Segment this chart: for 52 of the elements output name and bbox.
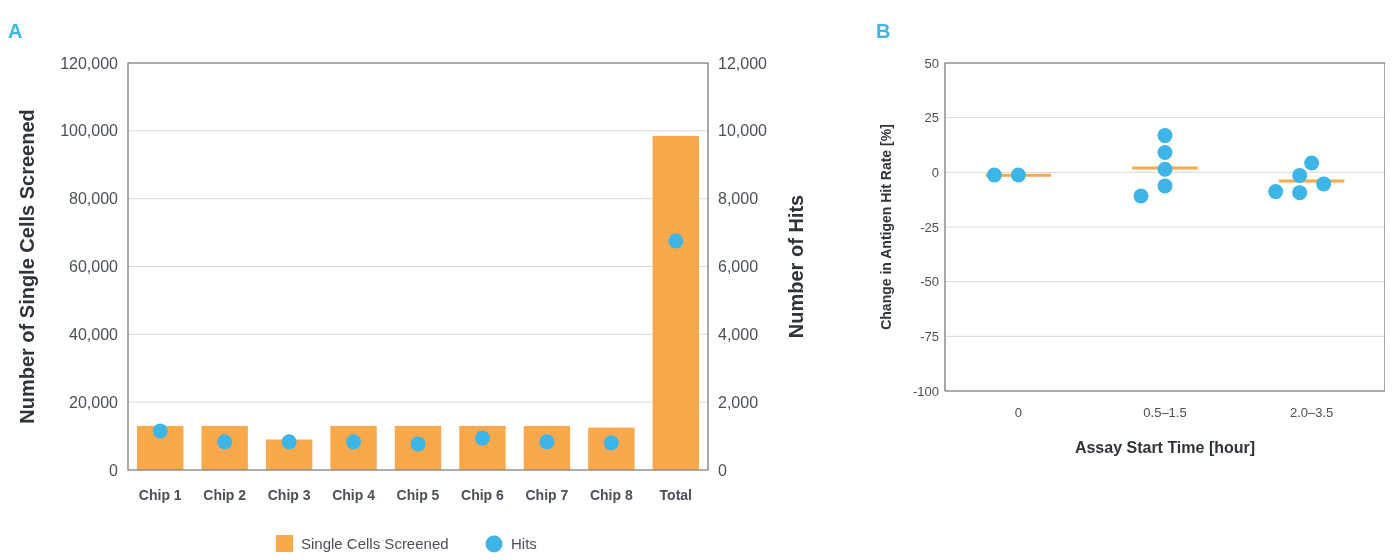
bar [523, 425, 571, 470]
x-tick-label: Chip 6 [461, 487, 505, 503]
x-tick-label: 0.5–1.5 [1143, 405, 1187, 420]
y-tick-label: -100 [912, 383, 939, 399]
x-tick-label: Chip 5 [396, 487, 440, 503]
y2-tick-label: 12,000 [718, 54, 768, 72]
bar [459, 425, 506, 470]
y-tick-label: -25 [920, 219, 939, 235]
y-tick-label: -50 [920, 274, 939, 290]
y-tick-label: 120,000 [60, 54, 119, 72]
x-tick-label: 0 [1014, 405, 1022, 420]
x-tick-label: Chip 7 [525, 487, 569, 503]
y2-tick-label: 6,000 [718, 258, 759, 276]
y-tick-label: 50 [924, 55, 939, 71]
bar [330, 425, 377, 470]
y-tick-label: 25 [924, 110, 939, 126]
y-tick-label: 100,000 [60, 122, 119, 140]
y-tick-label: 40,000 [69, 325, 119, 343]
y-tick-label: 0 [931, 164, 939, 180]
chart-title: B [876, 20, 891, 42]
y-tick-label: 60,000 [69, 258, 119, 276]
x-axis-title: Assay Start Time [hour] [1074, 439, 1256, 456]
x-tick-label: Chip 4 [332, 487, 376, 503]
y-axis-title: Change in Antigen Hit Rate [%] [878, 124, 894, 330]
x-tick-label: Chip 1 [138, 487, 182, 503]
y-tick-label: 80,000 [69, 190, 119, 208]
y-tick-label: -75 [920, 328, 939, 344]
y-axis-title: Number of Single Cells Screened [16, 109, 38, 424]
point [668, 233, 684, 249]
point [474, 430, 490, 446]
y2-tick-label: 10,000 [718, 122, 768, 140]
chart-title: A [8, 20, 23, 42]
y2-tick-label: 2,000 [718, 393, 759, 411]
x-tick-label: Chip 8 [589, 487, 633, 503]
legend-label: Hits [511, 535, 537, 553]
bar [394, 425, 442, 470]
y2-tick-label: 8,000 [718, 190, 759, 208]
x-tick-label: Chip 3 [267, 487, 311, 503]
bar [201, 425, 248, 470]
legend-label: Single Cells Screened [301, 535, 449, 553]
point [281, 434, 297, 450]
x-tick-label: Chip 2 [203, 487, 247, 503]
y-tick-label: 20,000 [69, 393, 119, 411]
x-tick-label: 2.0–3.5 [1289, 405, 1334, 420]
x-tick-label: Total [659, 487, 692, 503]
y2-tick-label: 4,000 [718, 325, 759, 343]
bar [652, 135, 699, 470]
y-tick-label: 0 [109, 461, 119, 479]
point [152, 423, 168, 439]
y2-tick-label: 0 [718, 461, 727, 479]
bar [588, 427, 635, 470]
y2-axis-title: Number of Hits [785, 194, 807, 339]
